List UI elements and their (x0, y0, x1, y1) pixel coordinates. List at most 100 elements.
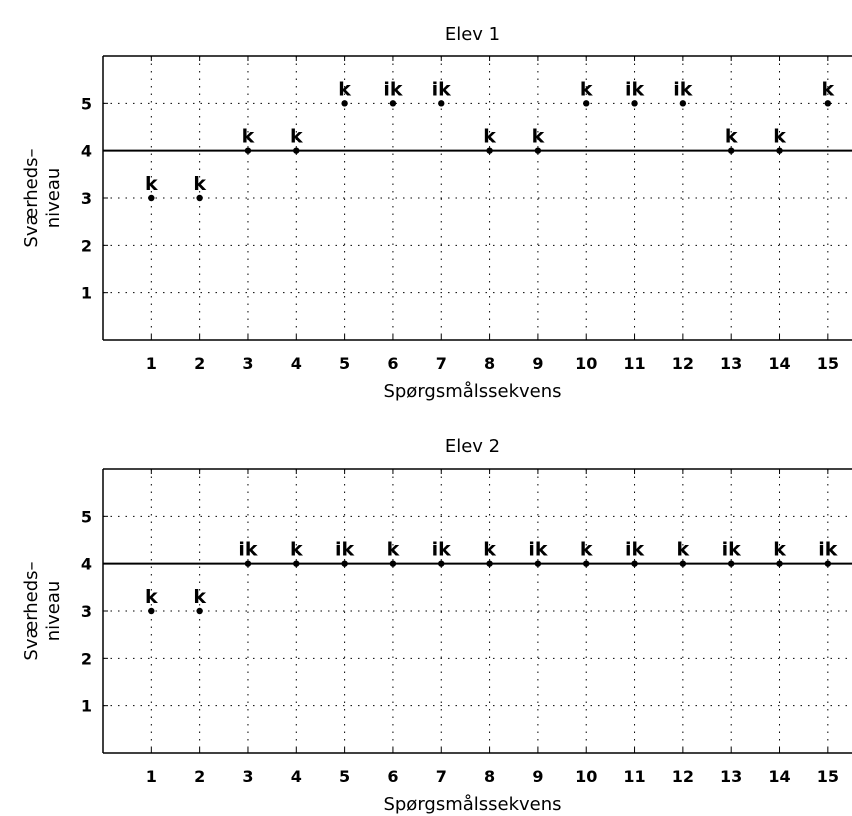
x-tick-label: 1 (146, 767, 157, 786)
y-axis-label-line: niveau (43, 581, 64, 642)
data-point (824, 560, 832, 567)
data-point-label: k (725, 126, 738, 148)
x-tick-label: 15 (817, 354, 839, 373)
data-point (341, 100, 348, 107)
x-tick-label: 2 (194, 354, 205, 373)
data-point (196, 194, 203, 202)
y-axis-label: Sværheds–niveau (21, 561, 64, 660)
x-tick-label: 14 (768, 767, 790, 786)
x-tick-label: 8 (484, 354, 495, 373)
data-point-label: ik (383, 78, 403, 100)
data-point-label: ik (335, 539, 355, 561)
y-tick-label: 1 (81, 697, 92, 716)
data-point-label: k (822, 78, 835, 100)
x-tick-label: 12 (672, 354, 694, 373)
y-tick-label: 5 (81, 507, 92, 526)
x-tick-label: 8 (484, 767, 495, 786)
data-point (679, 560, 687, 567)
y-axis-label-line: Sværheds– (21, 561, 42, 660)
x-tick-label: 4 (291, 767, 302, 786)
data-point-label: ik (673, 78, 693, 100)
chart-panel-1: Elev 11 2 3 4 5 6 7 8 9 10 11 12 13 14 1512345Spørgsmå… (21, 24, 852, 402)
data-point-label: k (677, 539, 690, 561)
data-point (148, 194, 155, 202)
data-point (486, 147, 493, 154)
data-point (631, 560, 638, 567)
data-point-label: k (242, 126, 255, 148)
data-point (148, 607, 155, 615)
data-point (196, 607, 203, 615)
y-tick-label: 2 (81, 649, 92, 668)
data-point (438, 100, 445, 107)
data-point-label: k (290, 539, 303, 561)
data-point (293, 560, 300, 567)
x-tick-label: 11 (623, 354, 645, 373)
data-point (389, 100, 397, 107)
data-point-label: k (145, 173, 158, 195)
data-point (534, 560, 542, 567)
y-tick-label: 1 (81, 284, 92, 303)
data-point-label: ik (625, 539, 645, 561)
y-axis-label-line: niveau (43, 168, 64, 229)
x-tick-label: 4 (291, 354, 302, 373)
x-tick-label: 15 (817, 767, 839, 786)
data-point (244, 147, 252, 154)
data-point (534, 147, 542, 154)
x-tick-label: 9 (532, 354, 543, 373)
data-point-label: k (532, 126, 545, 148)
data-point-label: ik (818, 539, 838, 561)
data-point (727, 147, 735, 154)
data-point (486, 560, 493, 567)
x-tick-label: 14 (768, 354, 790, 373)
data-point-label: k (387, 539, 400, 561)
data-point (438, 560, 445, 567)
x-tick-label: 11 (623, 767, 645, 786)
x-tick-label: 13 (720, 354, 742, 373)
x-tick-label: 5 (339, 354, 350, 373)
y-tick-label: 3 (81, 602, 92, 621)
data-point-label: k (290, 126, 303, 148)
data-point-label: ik (432, 539, 452, 561)
x-tick-label: 6 (387, 767, 398, 786)
data-point (776, 560, 783, 567)
data-point (631, 100, 638, 107)
data-point (293, 147, 300, 154)
data-point (776, 147, 783, 154)
x-tick-label: 3 (242, 767, 253, 786)
x-tick-label: 7 (436, 767, 447, 786)
data-point-label: ik (528, 539, 548, 561)
x-tick-label: 10 (575, 354, 597, 373)
x-tick-label: 7 (436, 354, 447, 373)
x-tick-label: 5 (339, 767, 350, 786)
data-point (341, 560, 348, 567)
data-point-label: k (483, 539, 496, 561)
x-tick-label: 6 (387, 354, 398, 373)
data-point-label: ik (722, 539, 742, 561)
data-point (583, 100, 590, 107)
data-point (583, 560, 590, 567)
x-axis-label: Spørgsmålssekvens (383, 381, 561, 402)
y-tick-label: 2 (81, 236, 92, 255)
data-point-label: k (773, 126, 786, 148)
x-axis-label: Spørgsmålssekvens (383, 794, 561, 815)
y-tick-label: 4 (81, 555, 92, 574)
data-point-label: ik (625, 78, 645, 100)
x-tick-label: 13 (720, 767, 742, 786)
data-point-label: k (580, 539, 593, 561)
chart-title: Elev 1 (445, 24, 500, 45)
data-point (679, 100, 687, 107)
data-point-label: k (483, 126, 496, 148)
y-axis-label-line: Sværheds– (21, 148, 42, 247)
x-tick-label: 12 (672, 767, 694, 786)
y-tick-label: 5 (81, 94, 92, 113)
data-point-label: k (193, 586, 206, 608)
data-point-label: ik (432, 78, 452, 100)
x-tick-label: 2 (194, 767, 205, 786)
data-point-label: k (773, 539, 786, 561)
data-point-label: k (338, 78, 351, 100)
x-tick-label: 9 (532, 767, 543, 786)
x-tick-label: 3 (242, 354, 253, 373)
y-tick-label: 3 (81, 189, 92, 208)
x-tick-label: 1 (146, 354, 157, 373)
